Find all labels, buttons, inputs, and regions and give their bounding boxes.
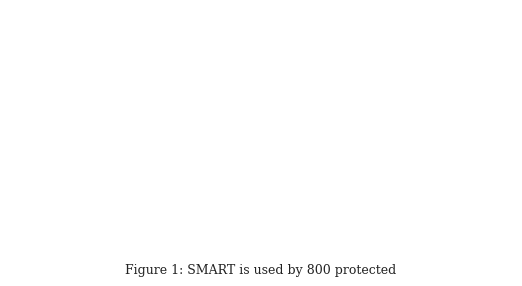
Text: Figure 1: SMART is used by 800 protected: Figure 1: SMART is used by 800 protected <box>125 264 397 277</box>
